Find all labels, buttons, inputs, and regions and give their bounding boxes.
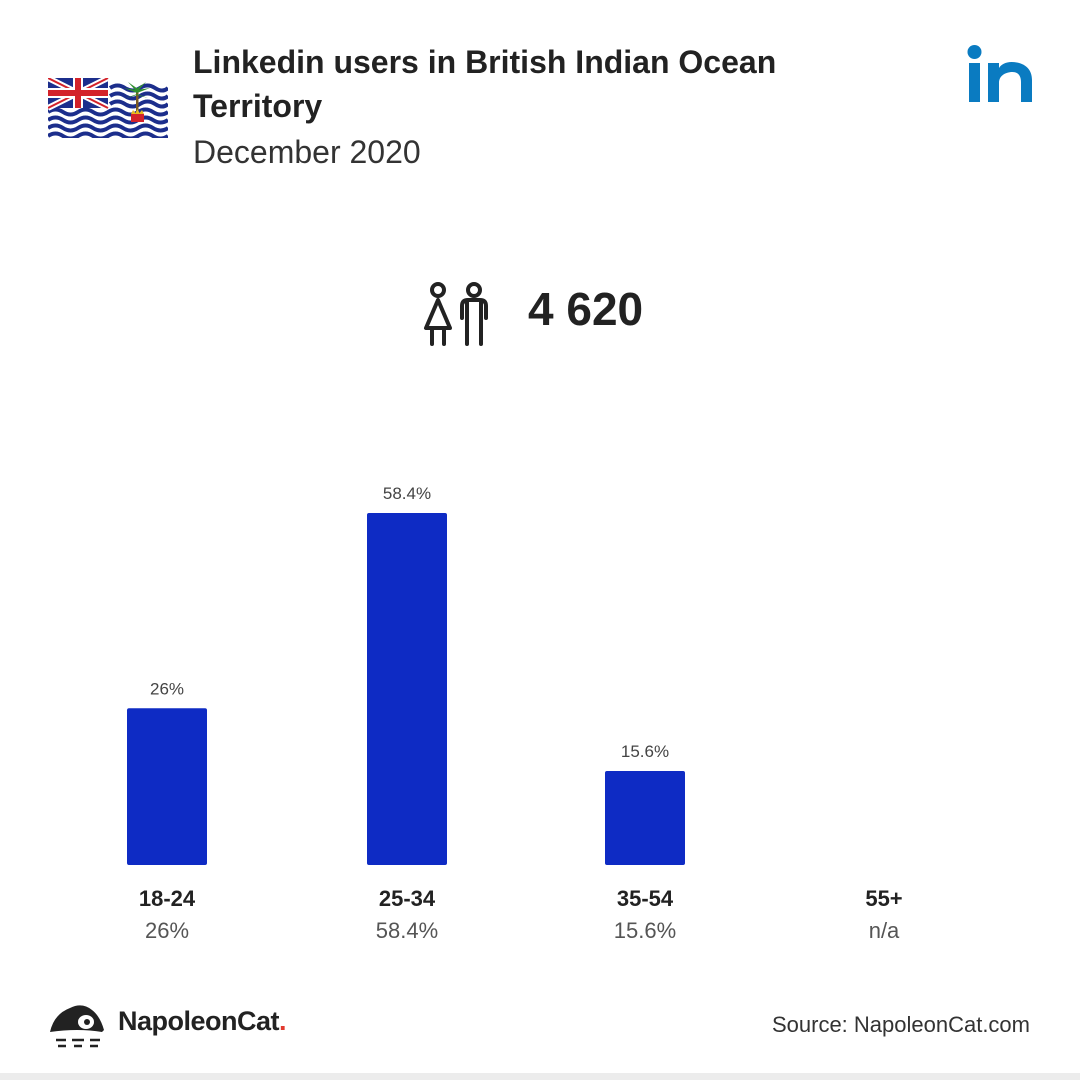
- source-text: Source: NapoleonCat.com: [771, 1012, 1030, 1037]
- category-value-label: 26%: [145, 918, 189, 943]
- bar-value-label: 58.4%: [383, 484, 431, 503]
- chart-canvas: 26% 18-24 26% 58.4% 25-34 58.4% 15.6% 35-54 15.6…: [127, 484, 903, 943]
- linkedin-logo-icon: [967, 45, 1032, 102]
- header: Linkedin users in British Indian Ocean T…: [0, 0, 1080, 200]
- napoleoncat-logo-icon: [50, 1005, 104, 1048]
- brand-dot: .: [279, 1006, 287, 1036]
- bar-value-label: 26%: [150, 679, 184, 698]
- bar-35-54: [605, 770, 685, 865]
- users-icon: [424, 282, 488, 346]
- category-label: 35-54: [617, 886, 674, 911]
- age-distribution-chart: 26% 18-24 26% 58.4% 25-34 58.4% 15.6% 35-54 15.6…: [0, 440, 1080, 960]
- brand-name: NapoleonCat.: [118, 1006, 287, 1037]
- total-users-value: 4 620: [528, 283, 644, 335]
- footer: NapoleonCat. Source: NapoleonCat.com: [0, 990, 1080, 1080]
- page-subtitle: December 2020: [193, 134, 421, 170]
- bar-value-label: 15.6%: [621, 742, 669, 761]
- bar-25-34: [367, 513, 447, 865]
- category-label: 25-34: [379, 886, 436, 911]
- category-label: 18-24: [139, 886, 196, 911]
- category-value-label: 58.4%: [376, 918, 438, 943]
- category-value-label: n/a: [869, 918, 900, 943]
- brand-name-text: NapoleonCat: [118, 1006, 280, 1036]
- bar-18-24: [127, 708, 207, 865]
- category-value-label: 15.6%: [614, 918, 676, 943]
- category-label: 55+: [865, 886, 902, 911]
- page-title: Linkedin users in British Indian Ocean T…: [193, 44, 777, 124]
- bottom-strip: [0, 1073, 1080, 1080]
- british-indian-ocean-territory-flag-icon: [48, 78, 168, 138]
